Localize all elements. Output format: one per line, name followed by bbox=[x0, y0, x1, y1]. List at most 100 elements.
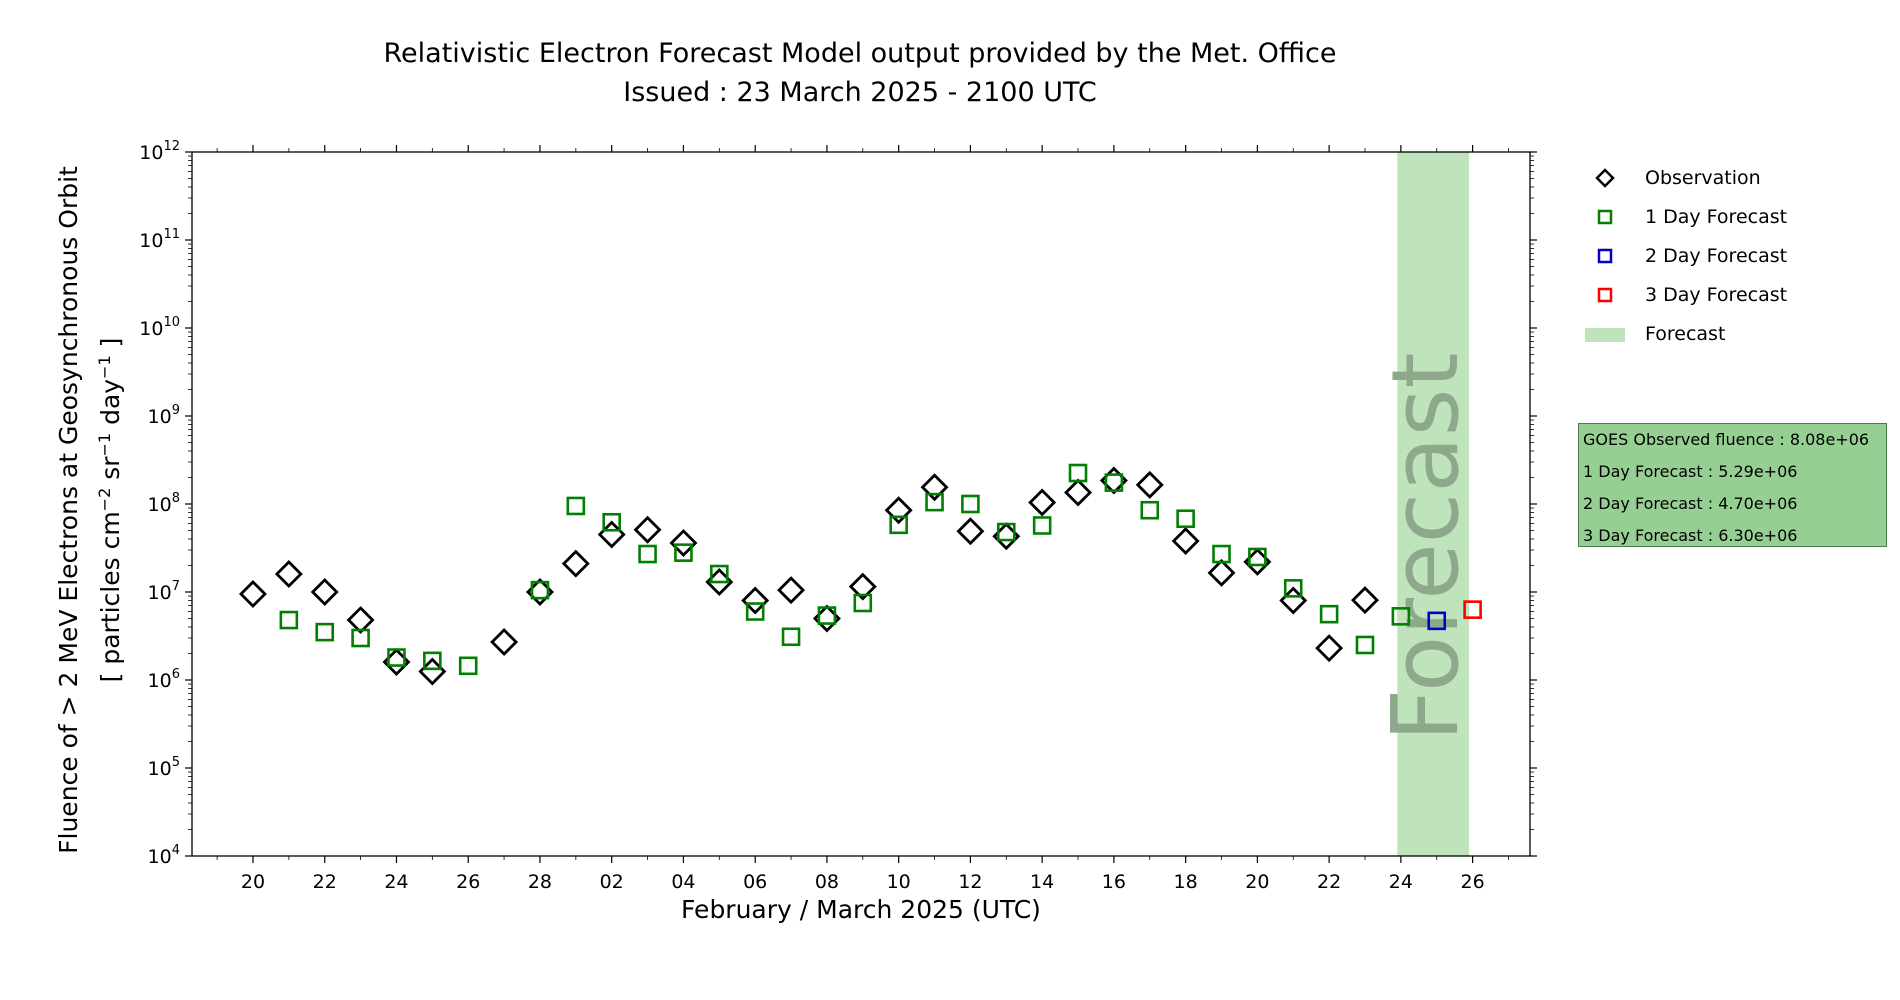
observation-point bbox=[490, 628, 519, 657]
1-day-forecast-point bbox=[889, 515, 908, 535]
observation-point bbox=[777, 576, 806, 605]
y-tick-label: 1010 bbox=[139, 315, 180, 340]
1-day-forecast-point bbox=[1355, 635, 1375, 655]
1-day-forecast-point bbox=[674, 543, 693, 562]
observation-point bbox=[346, 606, 375, 635]
day3-forecast-text: 3 Day Forecast : 6.30e+06 bbox=[1583, 526, 1798, 545]
1-day-forecast-point bbox=[710, 564, 729, 584]
observation-point bbox=[1207, 558, 1236, 587]
observation-point bbox=[669, 529, 698, 558]
legend-item-forecast: Forecast bbox=[1585, 316, 1825, 355]
1-day-forecast-point bbox=[1140, 500, 1160, 520]
1-day-forecast-point bbox=[279, 610, 299, 630]
x-tick-label: 12 bbox=[958, 871, 982, 893]
x-tick-label: 28 bbox=[528, 871, 552, 893]
day1-forecast-text: 1 Day Forecast : 5.29e+06 bbox=[1583, 462, 1798, 481]
1-day-forecast-point bbox=[961, 494, 980, 514]
red-square-marker-icon bbox=[1597, 287, 1613, 303]
x-tick-label: 18 bbox=[1174, 871, 1198, 893]
x-tick-label: 24 bbox=[384, 871, 408, 893]
observation-point bbox=[956, 517, 985, 546]
observation-point bbox=[1064, 478, 1093, 507]
x-tick-label: 02 bbox=[600, 871, 624, 893]
1-day-forecast-point bbox=[1032, 516, 1052, 535]
diamond-marker-icon bbox=[1595, 168, 1615, 188]
forecast-band-swatch-icon bbox=[1585, 328, 1625, 342]
observed-fluence-text: GOES Observed fluence : 8.08e+06 bbox=[1583, 430, 1870, 449]
y-tick-label: 105 bbox=[148, 755, 180, 780]
1-day-forecast-point bbox=[1176, 509, 1195, 529]
3-day-forecast-point bbox=[1463, 600, 1482, 619]
1-day-forecast-point bbox=[351, 628, 370, 648]
observation-point bbox=[1315, 634, 1344, 663]
1-day-forecast-point bbox=[423, 651, 442, 671]
x-tick-label: 04 bbox=[671, 871, 695, 893]
y-tick-label: 1012 bbox=[139, 139, 180, 164]
observation-point bbox=[561, 549, 590, 578]
x-axis-label: February / March 2025 (UTC) bbox=[681, 895, 1041, 924]
1-day-forecast-point bbox=[530, 580, 550, 600]
1-day-forecast-point bbox=[315, 622, 335, 642]
x-tick-label: 08 bbox=[815, 871, 839, 893]
legend-item-3-day: 3 Day Forecast bbox=[1585, 277, 1825, 316]
1-day-forecast-point bbox=[387, 648, 406, 667]
observation-point bbox=[1351, 586, 1379, 615]
1-day-forecast-point bbox=[781, 627, 801, 647]
x-tick-label: 10 bbox=[887, 871, 911, 893]
observation-point bbox=[1028, 488, 1057, 517]
x-tick-label: 14 bbox=[1030, 871, 1054, 893]
observation-point bbox=[274, 560, 303, 589]
y-tick-label: 107 bbox=[148, 579, 180, 604]
x-tick-label: 16 bbox=[1102, 871, 1126, 893]
1-day-forecast-point bbox=[745, 602, 765, 621]
y-axis-label: Fluence of > 2 MeV Electrons at Geosynch… bbox=[40, 150, 140, 870]
1-day-forecast-point bbox=[1212, 544, 1231, 564]
1-day-forecast-point bbox=[996, 522, 1016, 542]
1-day-forecast-point bbox=[1391, 607, 1411, 626]
x-tick-label: 22 bbox=[1317, 871, 1341, 893]
legend-item-1-day: 1 Day Forecast bbox=[1585, 199, 1825, 238]
x-tick-label: 26 bbox=[456, 871, 480, 893]
forecast-band-label: Forecast bbox=[1372, 352, 1479, 741]
1-day-forecast-point bbox=[1319, 604, 1339, 624]
x-tick-label: 20 bbox=[241, 871, 265, 893]
legend-item-2-day: 2 Day Forecast bbox=[1585, 238, 1825, 277]
1-day-forecast-point bbox=[925, 492, 944, 512]
1-day-forecast-point bbox=[458, 656, 478, 676]
1-day-forecast-point bbox=[1248, 547, 1267, 567]
forecast-band bbox=[1397, 152, 1470, 856]
chart-title: Relativistic Electron Forecast Model out… bbox=[383, 38, 1337, 69]
green-square-marker-icon bbox=[1597, 209, 1613, 225]
observation-point bbox=[920, 473, 949, 502]
1-day-forecast-point bbox=[817, 606, 837, 625]
observation-point bbox=[848, 572, 877, 601]
1-day-forecast-point bbox=[1283, 579, 1303, 598]
x-tick-label: 20 bbox=[1245, 871, 1269, 893]
observation-point bbox=[633, 515, 662, 544]
blue-square-marker-icon bbox=[1597, 248, 1613, 264]
y-tick-label: 109 bbox=[148, 403, 180, 428]
fluence-info-box: GOES Observed fluence : 8.08e+06 1 Day F… bbox=[1578, 423, 1887, 547]
observation-point bbox=[239, 579, 267, 608]
y-axis-label-line2: [ particles cm−2 sr−1 day−1 ] bbox=[94, 337, 126, 683]
y-tick-label: 106 bbox=[148, 667, 180, 692]
legend: Observation 1 Day Forecast 2 Day Forecas… bbox=[1585, 160, 1825, 355]
observation-point bbox=[884, 496, 913, 525]
observation-point bbox=[1171, 526, 1200, 555]
x-tick-label: 24 bbox=[1389, 871, 1413, 893]
observation-point bbox=[741, 586, 770, 615]
y-tick-label: 1011 bbox=[139, 227, 180, 252]
plot-frame bbox=[191, 151, 1531, 857]
legend-item-observation: Observation bbox=[1585, 160, 1825, 199]
1-day-forecast-point bbox=[853, 593, 873, 613]
day2-forecast-text: 2 Day Forecast : 4.70e+06 bbox=[1583, 494, 1798, 513]
1-day-forecast-point bbox=[1068, 463, 1088, 483]
x-tick-label: 22 bbox=[313, 871, 337, 893]
observation-point bbox=[1135, 470, 1164, 499]
x-tick-label: 26 bbox=[1461, 871, 1485, 893]
1-day-forecast-point bbox=[566, 496, 586, 516]
y-axis-label-line1: Fluence of > 2 MeV Electrons at Geosynch… bbox=[53, 166, 83, 854]
chart-subtitle: Issued : 23 March 2025 - 2100 UTC bbox=[623, 77, 1097, 108]
x-tick-label: 06 bbox=[743, 871, 767, 893]
